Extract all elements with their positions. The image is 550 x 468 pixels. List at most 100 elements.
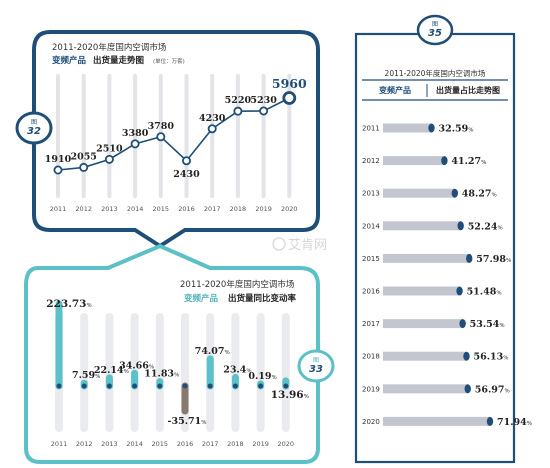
hbar-metric: 出货量占比走势图 [436, 85, 500, 95]
line-x-label: 2011 [50, 205, 67, 213]
hbar-labels: 2011 32.59% 2012 41.27% 2013 48.27% 2014 52.24%… [362, 124, 532, 428]
hbar-mark [383, 319, 463, 329]
line-value-label: 5230 [250, 95, 277, 106]
bar-base-dot [81, 383, 87, 389]
line-value-label: 5220 [225, 95, 252, 106]
line-value-label: 1910 [45, 154, 72, 165]
bar-x-label: 2011 [51, 440, 68, 448]
hbar-mark [383, 253, 470, 263]
line-gridlines [56, 74, 292, 198]
watermark: 艾肯网 [272, 237, 327, 253]
bar-value-label: 13.96% [271, 389, 309, 401]
line-point [130, 139, 140, 149]
panel-bar-chart: 2011-2020年度国内空调市场 变频产品 出货量同比变动率 223.73% 7… [24, 243, 335, 464]
hbar-value-label: 57.98% [476, 254, 511, 265]
bar-base-dot [106, 383, 112, 389]
panel-hbar-chart: 图 35 2011-2020年度国内空调市场 变频产品 出货量占比走势图 201… [354, 14, 532, 464]
line-series [57, 97, 290, 171]
bar-x-label: 2018 [227, 440, 244, 448]
line-value-label: 2430 [173, 169, 200, 180]
hbar-value-percent: % [492, 193, 497, 199]
line-point [233, 106, 243, 116]
hbar-end-cap [441, 156, 448, 166]
hbar-end-cap [428, 123, 435, 133]
line-metric: 出货量走势图 [93, 55, 144, 66]
hbar-value-percent: % [499, 323, 504, 329]
line-x-label: 2017 [204, 205, 221, 213]
hbar-value-percent: % [527, 421, 532, 427]
badge-35: 图 35 [416, 14, 454, 46]
hbar-value-label: 56.97% [475, 384, 510, 395]
hbar-year-label: 2019 [362, 385, 380, 393]
hbar-end-cap [459, 319, 466, 329]
bar-value-percent: % [304, 394, 309, 400]
bar-value-percent: % [95, 374, 100, 380]
hbar-end-cap [486, 416, 494, 426]
hbar-year-label: 2013 [362, 190, 380, 198]
hbar-value-percent: % [481, 160, 486, 166]
hbar-value-label: 32.59% [438, 124, 473, 135]
hbar-value-percent: % [496, 291, 501, 297]
line-subtitle: 变频产品 [52, 55, 87, 66]
badge-32: 图 32 [15, 111, 53, 145]
bar-x-labels: 2011 2012 2013 2014 2015 2016 2017 2018 2019 2020 [51, 440, 294, 448]
hbar-value-label: 71.94% [497, 417, 532, 428]
hbar-end-cap [463, 351, 470, 361]
bar-base-dot [283, 383, 289, 389]
badge-33-label: 图 [313, 357, 319, 364]
badge-35-number: 35 [428, 28, 442, 39]
bar-x-label: 2015 [152, 440, 169, 448]
hbar-year-label: 2011 [362, 125, 380, 133]
bar-value-label: 22.14% [94, 365, 129, 376]
panel-line-chart: 2011-2020年度国内空调市场 变频产品 出货量走势图 (单位：万套) 19… [15, 30, 320, 249]
bar-base-dot [132, 383, 138, 389]
hbar-title: 2011-2020年度国内空调市场 [385, 68, 486, 78]
hbar-value-label: 52.24% [468, 221, 503, 232]
line-point [156, 132, 166, 142]
bar-value-label: 223.73% [46, 298, 91, 310]
hbar-end-cap [464, 384, 471, 394]
bar-x-label: 2019 [252, 440, 269, 448]
line-point [181, 156, 191, 166]
line-points [53, 91, 297, 175]
line-value-label: 4230 [199, 113, 226, 124]
bar-value-labels: 223.73% 7.59%22.14%34.66%11.83% -35.71% 74.… [46, 298, 309, 427]
line-point [53, 165, 63, 175]
bar-value-label: 11.83% [144, 369, 179, 380]
hbar-year-label: 2018 [362, 353, 380, 361]
bar-value-percent: % [86, 303, 91, 309]
hbar-year-label: 2015 [362, 255, 380, 263]
hbar-year-label: 2014 [362, 222, 380, 230]
hbar-value-label: 48.27% [462, 189, 497, 200]
bar-subtitle: 变频产品 [184, 293, 219, 304]
bar-value-label: -35.71% [168, 416, 207, 427]
line-x-label: 2012 [75, 205, 92, 213]
bar-base-dot [232, 383, 238, 389]
bar-x-label: 2017 [202, 440, 219, 448]
hbar-mark [383, 286, 460, 296]
bar-title: 2011-2020年度国内空调市场 [180, 279, 294, 290]
hbar-year-label: 2012 [362, 157, 380, 165]
hbar-end-cap [466, 253, 473, 263]
bar-value-label: 74.07% [195, 346, 230, 357]
hbar-year-label: 2016 [362, 288, 380, 296]
bar-base-dot [56, 383, 62, 389]
line-x-label: 2019 [255, 205, 272, 213]
line-x-label: 2014 [127, 205, 144, 213]
line-point [282, 91, 297, 105]
bar-base-dot [157, 383, 163, 389]
line-x-label: 2016 [178, 205, 195, 213]
bar-value-percent: % [246, 368, 251, 374]
bar-value-percent: % [224, 350, 229, 356]
bar-x-label: 2012 [76, 440, 93, 448]
line-point [104, 154, 114, 164]
badge-33-number: 33 [309, 364, 323, 375]
hbar-end-cap [456, 286, 463, 296]
hbar-mark [383, 221, 461, 231]
line-unit: (单位：万套) [153, 57, 185, 65]
hbar-mark [383, 351, 467, 361]
hbar-mark [383, 188, 455, 198]
hbar-value-label: 53.54% [470, 319, 505, 330]
